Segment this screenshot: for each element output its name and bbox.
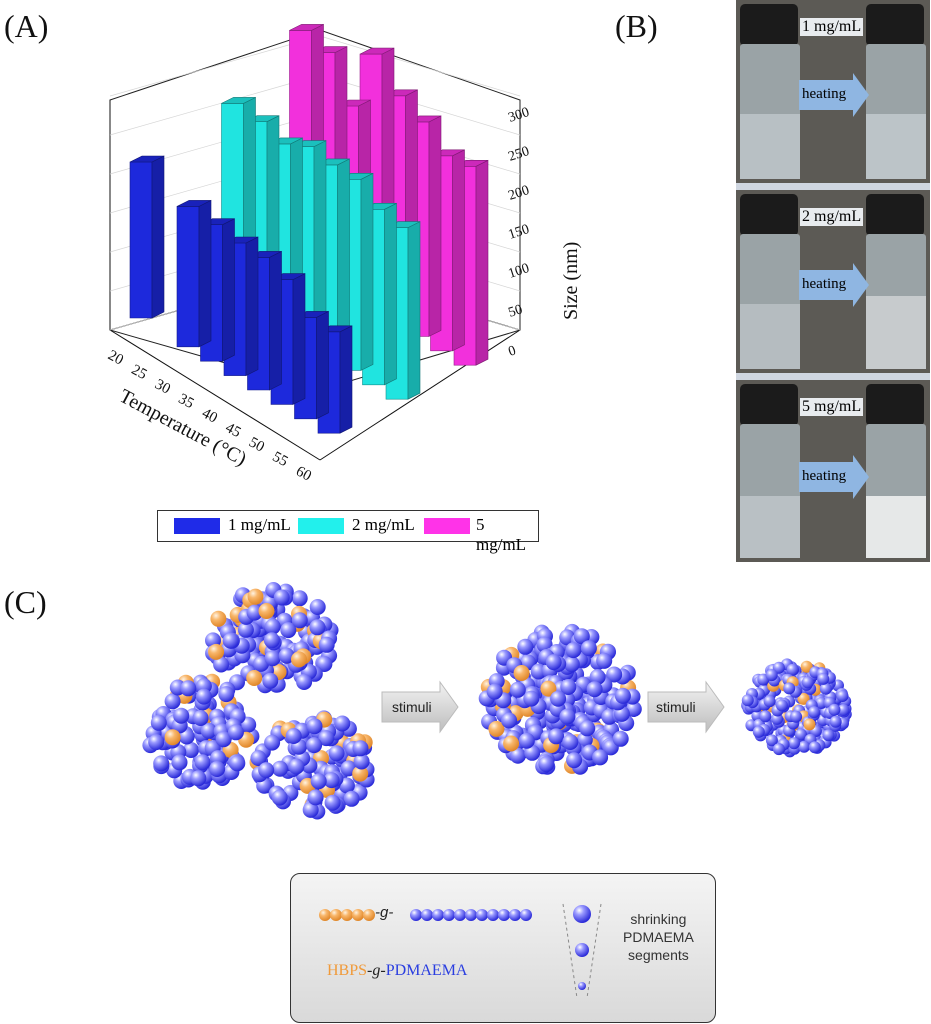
heating-arrow-1 bbox=[799, 80, 855, 110]
vial-cap-after-2 bbox=[866, 194, 924, 236]
large-sphere-icon bbox=[573, 905, 591, 923]
heating-label-1: heating bbox=[802, 86, 847, 102]
micelle-clusters bbox=[142, 582, 852, 820]
heating-arrow-head-3 bbox=[853, 455, 869, 499]
x-tick-label: 35 bbox=[176, 391, 197, 412]
bar-1-mg-mL-20 bbox=[129, 155, 165, 319]
x-tick-label: 45 bbox=[223, 420, 244, 441]
aggregate-cluster-top bbox=[205, 582, 339, 694]
y-tick-label: 50 bbox=[507, 302, 525, 321]
polymer-name: HBPS-g-PDMAEMA bbox=[327, 962, 467, 980]
pdmaema-chain bbox=[410, 909, 532, 921]
y-tick-label: 0 bbox=[507, 343, 518, 359]
heating-label-3: heating bbox=[802, 468, 847, 484]
vial-before-2 bbox=[740, 234, 800, 369]
expanded-aggregate bbox=[478, 623, 642, 775]
vial-after-1 bbox=[866, 44, 926, 179]
legend-label-2: 2 mg/mL bbox=[352, 515, 415, 534]
x-tick-label: 55 bbox=[270, 449, 291, 470]
scheme-legend-box: -g- HBPS-g-PDMAEMA shrinking PDMAEMA seg… bbox=[290, 873, 716, 1023]
stimuli-arrow-1 bbox=[381, 680, 459, 734]
g-label: -g- bbox=[367, 962, 386, 979]
vial-conc-label-2: 2 mg/mL bbox=[800, 208, 864, 226]
stimuli-label-1: stimuli bbox=[392, 699, 432, 715]
stimuli-arrow-2 bbox=[647, 680, 725, 734]
vial-row-1: 1 mg/mL heating bbox=[736, 0, 930, 183]
y-tick-label: 300 bbox=[507, 105, 532, 126]
vial-after-3 bbox=[866, 424, 926, 558]
shrinking-caption-line-2: PDMAEMA bbox=[623, 929, 694, 945]
heating-arrow-head-1 bbox=[853, 73, 869, 117]
medium-sphere-icon bbox=[575, 943, 589, 957]
panel-label-b: (B) bbox=[615, 8, 658, 44]
scheme-legend-graphics bbox=[319, 903, 602, 999]
vial-after-2 bbox=[866, 234, 926, 369]
vial-before-3 bbox=[740, 424, 800, 558]
vial-cap-before-3 bbox=[740, 384, 798, 426]
x-tick-label: 40 bbox=[199, 405, 220, 426]
vial-row-3: 5 mg/mL heating bbox=[736, 380, 930, 562]
heating-arrow-head-2 bbox=[853, 263, 869, 307]
shrunk-aggregate bbox=[741, 658, 852, 758]
x-tick-label: 50 bbox=[246, 434, 267, 455]
legend-label-3: 5 mg/mL bbox=[476, 515, 527, 554]
x-tick-label: 25 bbox=[129, 362, 150, 383]
shrinking-caption-line-3: segments bbox=[628, 947, 689, 963]
heating-arrow-3 bbox=[799, 462, 855, 492]
y-tick-label: 200 bbox=[507, 183, 532, 204]
scheme-aggregates: stimuli stimuli bbox=[142, 582, 852, 820]
hbps-label: HBPS bbox=[327, 962, 368, 979]
hbps-chain bbox=[319, 909, 375, 921]
y-tick-label: 150 bbox=[507, 222, 532, 243]
y-tick-label: 100 bbox=[507, 261, 532, 282]
stimuli-label-2: stimuli bbox=[656, 699, 696, 715]
vial-conc-label-3: 5 mg/mL bbox=[800, 398, 864, 416]
y-gridline bbox=[319, 35, 521, 97]
y-gridline-left bbox=[109, 35, 321, 97]
y-tick-label: 250 bbox=[507, 144, 532, 165]
aggregate-cluster-left bbox=[142, 673, 260, 790]
vial-conc-label-1: 1 mg/mL bbox=[800, 18, 864, 36]
legend-swatch-3 bbox=[424, 518, 470, 534]
legend-swatch-1 bbox=[174, 518, 220, 534]
pdmaema-label: PDMAEMA bbox=[385, 962, 468, 979]
chart-y-ticks: 0 50 100 150 200 250 300 bbox=[507, 105, 532, 360]
shrinking-caption: shrinking PDMAEMA segments bbox=[623, 910, 694, 964]
legend-label-1: 1 mg/mL bbox=[228, 515, 291, 534]
shrinking-caption-line-1: shrinking bbox=[630, 911, 687, 927]
graft-g-symbol: -g- bbox=[375, 904, 394, 921]
y-gridline bbox=[319, 74, 521, 136]
legend-swatch-2 bbox=[298, 518, 344, 534]
panel-label-a: (A) bbox=[4, 8, 49, 44]
small-sphere-icon bbox=[578, 982, 586, 990]
x-tick-label: 30 bbox=[152, 376, 173, 397]
heating-arrow-2 bbox=[799, 270, 855, 300]
panel-label-c: (C) bbox=[4, 584, 47, 620]
vial-cap-before-1 bbox=[740, 4, 798, 46]
chart-bars bbox=[129, 23, 489, 434]
vial-row-2: 2 mg/mL heating bbox=[736, 190, 930, 373]
heating-label-2: heating bbox=[802, 276, 847, 292]
x-tick-label: 20 bbox=[105, 347, 126, 368]
vial-cap-before-2 bbox=[740, 194, 798, 236]
x-tick-label: 60 bbox=[293, 463, 314, 484]
vial-cap-after-1 bbox=[866, 4, 924, 46]
vial-photo-panel: 1 mg/mL heating 2 mg/mL heating 5 mg/mL … bbox=[736, 0, 930, 562]
aggregate-cluster-right bbox=[249, 710, 375, 820]
vial-before-1 bbox=[740, 44, 800, 179]
bar-1-mg-mL-30 bbox=[176, 199, 212, 348]
vial-cap-after-3 bbox=[866, 384, 924, 426]
y-gridline-left bbox=[109, 74, 321, 136]
chart-y-label: Size (nm) bbox=[560, 242, 582, 320]
chart-legend: 1 mg/mL 2 mg/mL 5 mg/mL bbox=[157, 510, 539, 554]
